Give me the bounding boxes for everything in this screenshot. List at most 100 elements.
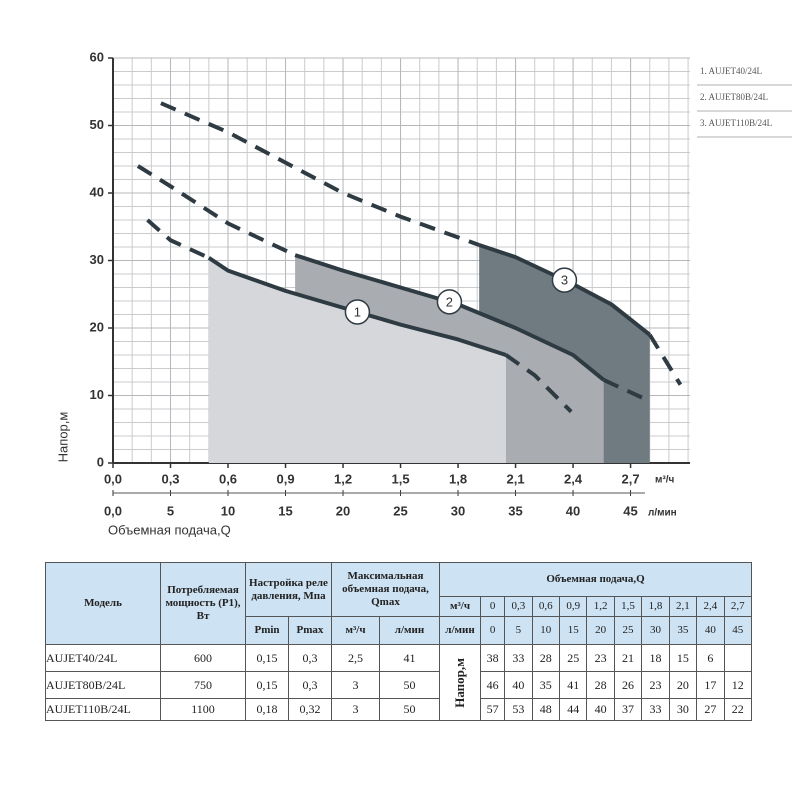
power-header: Потребляемая мощность (P1), Вт <box>160 562 246 645</box>
flow-lmin-header: 20 <box>586 616 615 645</box>
x-tick-label: 2,7 <box>622 471 640 486</box>
x-tick-label: 0,3 <box>161 471 179 486</box>
head-cell: 20 <box>668 671 698 699</box>
unit-header: м³/ч <box>331 616 380 645</box>
pmin-cell: 0,15 <box>245 671 289 699</box>
pmin-cell: 0,18 <box>245 698 289 721</box>
head-cell: 40 <box>586 698 615 721</box>
head-cell: 23 <box>586 644 615 672</box>
pmin-header: Pmin <box>245 616 289 645</box>
spec-table: Модель Потребляемая мощность (P1), Вт На… <box>45 562 753 721</box>
flow-m3h-header: 0 <box>479 596 506 617</box>
curve-marker <box>551 267 578 293</box>
pmax-cell: 0,32 <box>288 698 332 721</box>
y-tick-label: 40 <box>90 184 104 199</box>
table-row: AUJET80B/24L 750 0,15 0,3 3 50 46 40 35 41 28 26 23 2… <box>45 671 753 699</box>
head-cell: 17 <box>696 671 725 699</box>
y-tick-label: 0 <box>97 454 104 469</box>
power-cell: 750 <box>160 671 246 699</box>
x-tick-label: 1,2 <box>334 471 352 486</box>
head-cell <box>723 644 753 672</box>
flow-m3h-header: 0,3 <box>504 596 533 617</box>
x-unit: м³/ч <box>655 475 675 486</box>
power-cell: 600 <box>160 644 246 672</box>
model-header: Модель <box>45 562 161 645</box>
model-cell: AUJET110B/24L <box>45 698 161 721</box>
curve-dashed <box>160 101 480 247</box>
head-cell: 53 <box>504 698 533 721</box>
x2-tick-label: 0,0 <box>104 503 122 518</box>
x-tick-label: 1,5 <box>392 471 410 486</box>
flow-lmin-header: 25 <box>613 616 643 645</box>
x2-tick-label: 20 <box>336 503 350 518</box>
head-cell: 6 <box>696 644 725 672</box>
head-cell: 22 <box>723 698 753 721</box>
x2-tick-label: 40 <box>566 503 580 518</box>
x2-tick-label: 15 <box>278 503 292 518</box>
y-tick-label: 50 <box>90 117 104 132</box>
flow-m3h-header: 1,5 <box>613 596 643 617</box>
flow-lmin-header: 5 <box>504 616 533 645</box>
flow-lmin-header: 45 <box>723 616 753 645</box>
flow-header: Объемная подача,Q <box>439 562 752 597</box>
flow-lmin-header: 15 <box>558 616 588 645</box>
flow-m3h-header: 2,7 <box>723 596 753 617</box>
head-cell: 28 <box>531 644 561 672</box>
qmax-header: Максимальная объемная подача, Qmax <box>331 562 440 617</box>
curve-label: 1 <box>354 304 361 319</box>
legend-entry: 2. AUJET80B/24L <box>700 92 768 102</box>
model-cell: AUJET40/24L <box>45 644 161 672</box>
y-tick-label: 10 <box>90 387 104 402</box>
model-cell: AUJET80B/24L <box>45 671 161 699</box>
y-tick-label: 60 <box>90 49 104 64</box>
qmax_lmin-cell: 41 <box>379 644 440 672</box>
flow-lmin-header: 30 <box>641 616 670 645</box>
flow-m3h-header: 0,6 <box>531 596 561 617</box>
operating-region <box>208 257 506 463</box>
pmax-cell: 0,3 <box>288 644 332 672</box>
head-cell: 25 <box>558 644 588 672</box>
curve-label: 3 <box>561 273 568 288</box>
head-cell: 41 <box>558 671 588 699</box>
head-cell: 21 <box>613 644 643 672</box>
x-tick-label: 0,0 <box>104 471 122 486</box>
head-cell: 23 <box>641 671 670 699</box>
unit-header: л/мин <box>379 616 440 645</box>
x2-tick-label: 25 <box>393 503 407 518</box>
curve-dashed <box>648 333 683 386</box>
pmax-header: Pmax <box>288 616 332 645</box>
y-tick-label: 20 <box>90 319 104 334</box>
qmax_m3h-cell: 2,5 <box>331 644 380 672</box>
legend-entry: 3. AUJET110B/24L <box>700 118 772 128</box>
switch-header: Настройка реле давления, Мпа <box>245 562 332 617</box>
x-tick-label: 2,4 <box>564 471 583 486</box>
head-cell: 26 <box>613 671 643 699</box>
y-tick-label: 30 <box>90 252 104 267</box>
head-cell: 57 <box>479 698 506 721</box>
unit-header: л/мин <box>439 616 481 645</box>
head-label: Напор,м <box>452 657 467 708</box>
head-cell: 28 <box>586 671 615 699</box>
x2-tick-label: 10 <box>221 503 235 518</box>
unit-header: м³/ч <box>439 596 481 617</box>
head-cell: 48 <box>531 698 561 721</box>
head-cell: 44 <box>558 698 588 721</box>
x2-tick-label: 5 <box>167 503 174 518</box>
flow-m3h-header: 1,2 <box>586 596 615 617</box>
legend-entry: 1. AUJET40/24L <box>700 66 762 76</box>
x2-tick-label: 30 <box>451 503 465 518</box>
head-cell: 30 <box>668 698 698 721</box>
curve-dashed <box>146 218 210 260</box>
x-tick-label: 0,9 <box>276 471 294 486</box>
curve-dashed <box>602 378 649 403</box>
flow-m3h-header: 2,4 <box>696 596 725 617</box>
x2-tick-label: 35 <box>508 503 522 518</box>
qmax_lmin-cell: 50 <box>379 671 440 699</box>
flow-lmin-header: 10 <box>531 616 561 645</box>
x-tick-label: 0,6 <box>219 471 237 486</box>
head-cell: 37 <box>613 698 643 721</box>
head-label-cell: Напор,м <box>439 644 481 721</box>
flow-m3h-header: 0,9 <box>558 596 588 617</box>
head-cell: 18 <box>641 644 670 672</box>
